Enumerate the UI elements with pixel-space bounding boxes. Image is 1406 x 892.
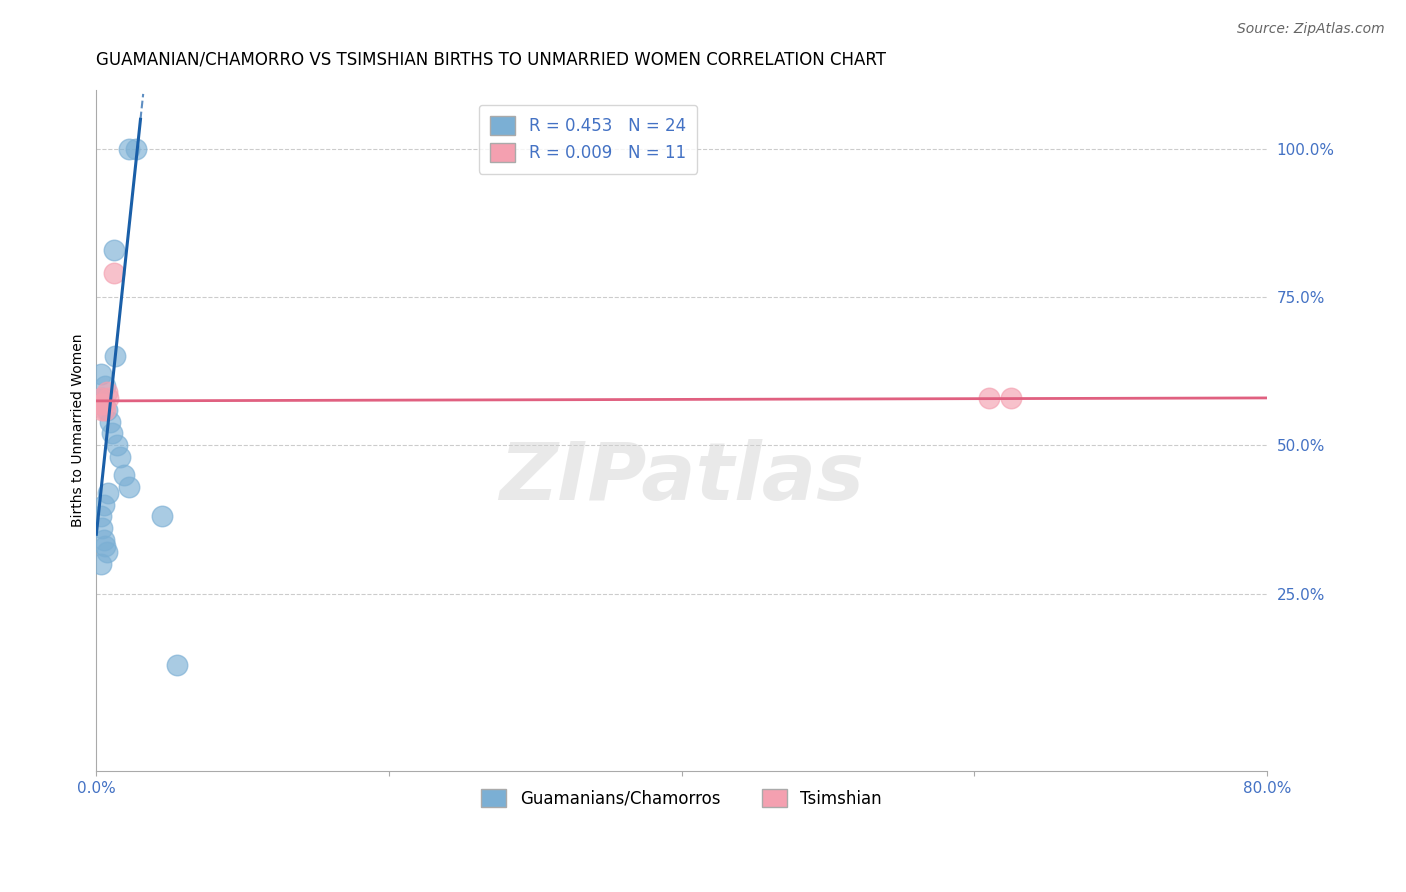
Point — [117, 142, 139, 156]
Text: ZIPatlas: ZIPatlas — [499, 439, 865, 517]
Point — [105, 438, 128, 452]
Point — [96, 545, 118, 559]
Point — [977, 391, 1000, 405]
Point — [103, 267, 125, 281]
Point — [90, 368, 112, 382]
Point — [104, 350, 127, 364]
Point — [103, 243, 125, 257]
Point — [90, 391, 112, 405]
Point — [1000, 391, 1022, 405]
Text: GUAMANIAN/CHAMORRO VS TSIMSHIAN BIRTHS TO UNMARRIED WOMEN CORRELATION CHART: GUAMANIAN/CHAMORRO VS TSIMSHIAN BIRTHS T… — [97, 51, 886, 69]
Point — [125, 142, 148, 156]
Point — [97, 485, 120, 500]
Point — [166, 657, 188, 672]
Point — [91, 391, 114, 405]
Point — [93, 498, 115, 512]
Point — [90, 397, 112, 411]
Point — [96, 384, 118, 399]
Point — [97, 391, 120, 405]
Point — [98, 415, 121, 429]
Legend: Guamanians/Chamorros, Tsimshian: Guamanians/Chamorros, Tsimshian — [475, 782, 889, 814]
Point — [94, 379, 117, 393]
Point — [91, 402, 114, 417]
Point — [94, 539, 117, 553]
Point — [112, 467, 135, 482]
Point — [91, 397, 114, 411]
Point — [150, 509, 173, 524]
Point — [90, 557, 112, 571]
Point — [91, 521, 114, 535]
Point — [93, 397, 115, 411]
Point — [108, 450, 131, 465]
Point — [117, 480, 139, 494]
Point — [93, 533, 115, 548]
Point — [90, 509, 112, 524]
Text: Source: ZipAtlas.com: Source: ZipAtlas.com — [1237, 22, 1385, 37]
Point — [94, 402, 117, 417]
Y-axis label: Births to Unmarried Women: Births to Unmarried Women — [72, 334, 86, 527]
Point — [101, 426, 124, 441]
Point — [96, 402, 118, 417]
